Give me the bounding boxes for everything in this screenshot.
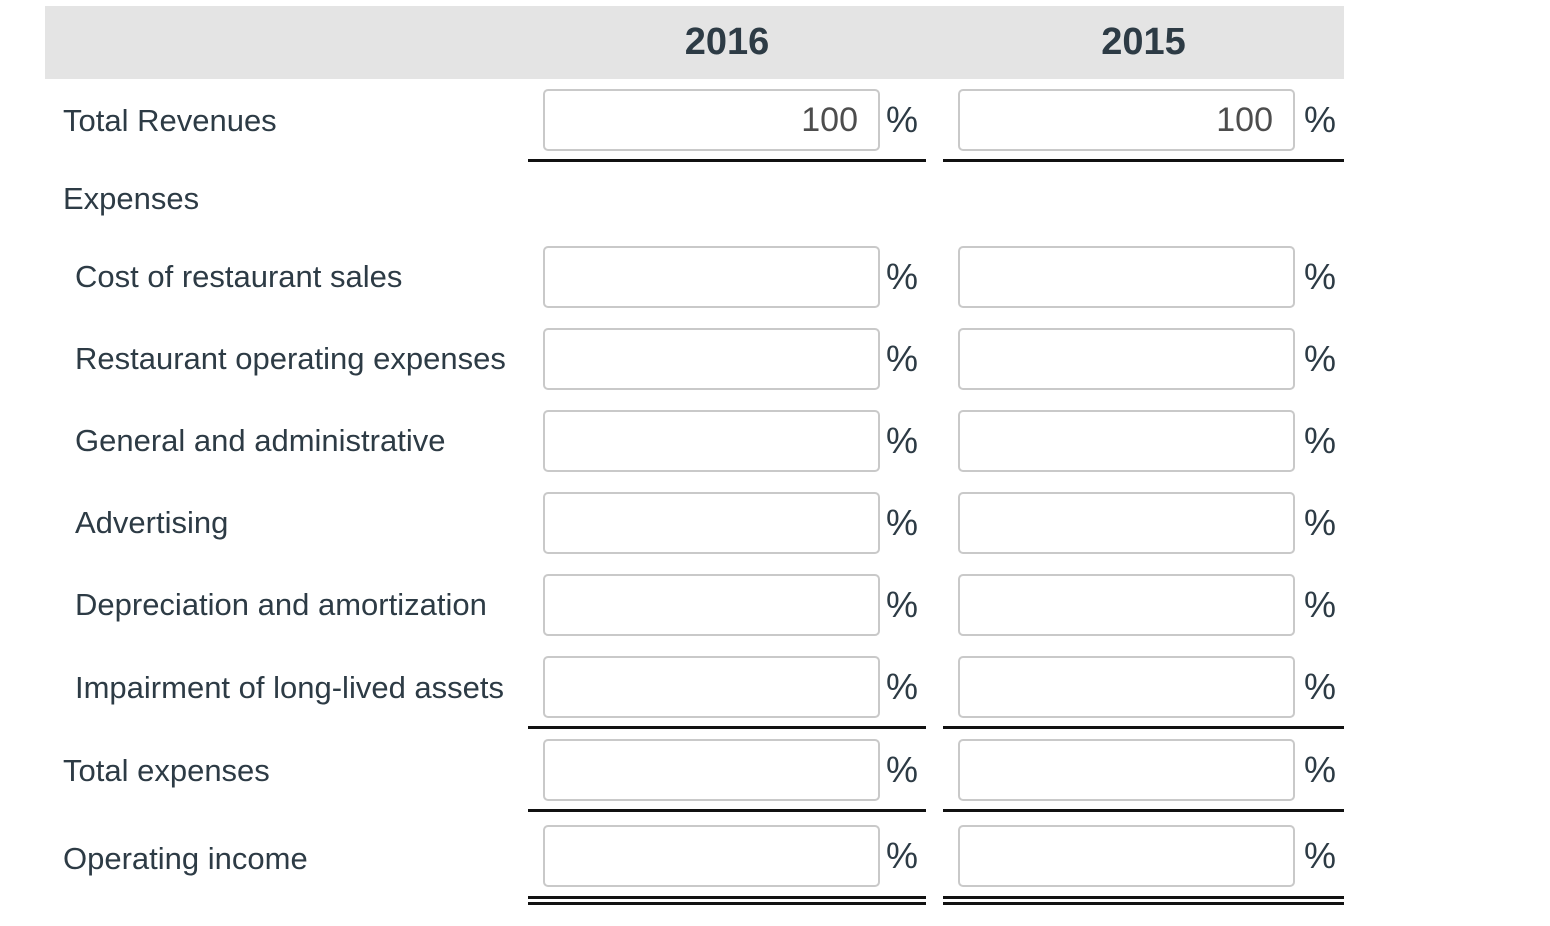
percent-sign: % [885, 502, 918, 543]
column-gap [926, 162, 943, 236]
row-label-total-revenues: Total Revenues [63, 102, 277, 138]
column-gap [926, 318, 943, 400]
value-cell-advertising-2015: % [943, 482, 1344, 564]
percent-sign: % [885, 256, 918, 297]
section-row-expenses: Expenses [45, 162, 1344, 236]
header-label-spacer [45, 6, 528, 79]
column-gap [926, 564, 943, 646]
table-row-operating-income: Operating income%% [45, 812, 1344, 905]
table-row-general-and-administrative: General and administrative%% [45, 400, 1344, 482]
percent-sign: % [1303, 99, 1336, 140]
value-cell-expenses-2016 [528, 162, 926, 236]
column-gap [926, 812, 943, 905]
percent-sign: % [885, 666, 918, 707]
input-impairment-of-long-lived-assets-2016[interactable] [543, 656, 880, 718]
column-gap [926, 729, 943, 812]
input-total-expenses-2016[interactable] [543, 739, 880, 801]
input-operating-income-2015[interactable] [958, 825, 1295, 887]
value-cell-operating-income-2016: % [528, 812, 926, 905]
year-header-2015-label: 2015 [1101, 21, 1186, 63]
value-cell-total-expenses-2015: % [943, 729, 1344, 812]
value-cell-general-and-administrative-2015: % [943, 400, 1344, 482]
value-cell-general-and-administrative-2016: % [528, 400, 926, 482]
value-cell-depreciation-and-amortization-2016: % [528, 564, 926, 646]
row-label-depreciation-and-amortization: Depreciation and amortization [75, 587, 487, 622]
input-advertising-2016[interactable] [543, 492, 880, 554]
table-header-row: 2016 2015 [45, 6, 1344, 79]
common-size-income-statement: 2016 2015 Total Revenues%% Expenses Cost o… [0, 6, 1550, 905]
percent-sign: % [1303, 749, 1336, 790]
value-cell-operating-income-2015: % [943, 812, 1344, 905]
percent-sign: % [885, 420, 918, 461]
row-label-advertising: Advertising [75, 505, 229, 540]
input-depreciation-and-amortization-2015[interactable] [958, 574, 1295, 636]
column-gap [926, 6, 943, 79]
input-operating-income-2016[interactable] [543, 825, 880, 887]
row-label-general-and-administrative: General and administrative [75, 423, 446, 458]
column-gap [926, 236, 943, 318]
row-label-impairment-of-long-lived-assets: Impairment of long-lived assets [75, 669, 505, 705]
input-cost-of-restaurant-sales-2016[interactable] [543, 246, 880, 308]
year-header-2016-label: 2016 [684, 21, 770, 63]
percent-sign: % [885, 584, 918, 625]
value-cell-total-expenses-2016: % [528, 729, 926, 812]
column-gap [926, 482, 943, 564]
value-cell-advertising-2016: % [528, 482, 926, 564]
input-total-revenues-2016[interactable] [543, 89, 880, 151]
input-general-and-administrative-2016[interactable] [543, 410, 880, 472]
section-label-expenses: Expenses [63, 181, 200, 216]
percent-sign: % [1303, 338, 1336, 379]
year-header-2015: 2015 [943, 6, 1344, 79]
percent-sign: % [885, 99, 918, 140]
input-general-and-administrative-2015[interactable] [958, 410, 1295, 472]
table-row-restaurant-operating-expenses: Restaurant operating expenses%% [45, 318, 1344, 400]
year-header-2016: 2016 [528, 6, 926, 79]
table-body: Total Revenues%% Expenses Cost of restaura… [0, 79, 1550, 905]
percent-sign: % [885, 835, 918, 876]
percent-sign: % [885, 338, 918, 379]
percent-sign: % [1303, 256, 1336, 297]
table-row-advertising: Advertising%% [45, 482, 1344, 564]
value-cell-restaurant-operating-expenses-2016: % [528, 318, 926, 400]
row-label-restaurant-operating-expenses: Restaurant operating expenses [75, 341, 506, 376]
percent-sign: % [885, 749, 918, 790]
input-impairment-of-long-lived-assets-2015[interactable] [958, 656, 1295, 718]
row-label-operating-income: Operating income [63, 840, 308, 876]
value-cell-expenses-2015 [943, 162, 1344, 236]
input-total-revenues-2015[interactable] [958, 89, 1295, 151]
percent-sign: % [1303, 420, 1336, 461]
table-row-total-expenses: Total expenses%% [45, 729, 1344, 812]
value-cell-cost-of-restaurant-sales-2015: % [943, 236, 1344, 318]
value-cell-depreciation-and-amortization-2015: % [943, 564, 1344, 646]
input-depreciation-and-amortization-2016[interactable] [543, 574, 880, 636]
value-cell-total-revenues-2016: % [528, 79, 926, 162]
input-restaurant-operating-expenses-2016[interactable] [543, 328, 880, 390]
column-gap [926, 400, 943, 482]
column-gap [926, 79, 943, 162]
table-row-impairment-of-long-lived-assets: Impairment of long-lived assets%% [45, 646, 1344, 729]
input-total-expenses-2015[interactable] [958, 739, 1295, 801]
value-cell-cost-of-restaurant-sales-2016: % [528, 236, 926, 318]
value-cell-restaurant-operating-expenses-2015: % [943, 318, 1344, 400]
percent-sign: % [1303, 584, 1336, 625]
row-label-cost-of-restaurant-sales: Cost of restaurant sales [75, 259, 403, 294]
value-cell-impairment-of-long-lived-assets-2016: % [528, 646, 926, 729]
input-restaurant-operating-expenses-2015[interactable] [958, 328, 1295, 390]
table-row-cost-of-restaurant-sales: Cost of restaurant sales%% [45, 236, 1344, 318]
value-cell-impairment-of-long-lived-assets-2015: % [943, 646, 1344, 729]
percent-sign: % [1303, 835, 1336, 876]
input-cost-of-restaurant-sales-2015[interactable] [958, 246, 1295, 308]
input-advertising-2015[interactable] [958, 492, 1295, 554]
column-gap [926, 646, 943, 729]
percent-sign: % [1303, 502, 1336, 543]
table-row-total-revenues: Total Revenues%% [45, 79, 1344, 162]
row-label-total-expenses: Total expenses [63, 752, 270, 788]
value-cell-total-revenues-2015: % [943, 79, 1344, 162]
percent-sign: % [1303, 666, 1336, 707]
table-row-depreciation-and-amortization: Depreciation and amortization%% [45, 564, 1344, 646]
